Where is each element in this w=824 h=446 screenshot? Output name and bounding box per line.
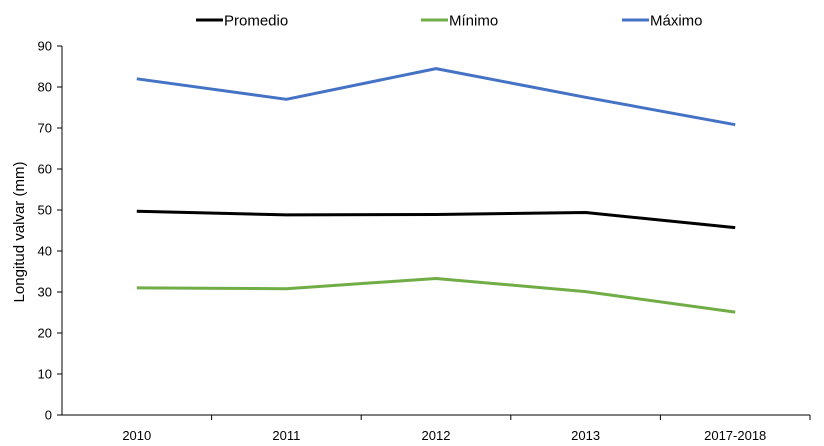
x-tick-label: 2013 xyxy=(571,428,600,443)
y-tick-label: 90 xyxy=(38,39,52,54)
y-tick-label: 50 xyxy=(38,203,52,218)
y-tick-label: 20 xyxy=(38,326,52,341)
x-tick-label: 2012 xyxy=(422,428,451,443)
x-tick-label: 2010 xyxy=(122,428,151,443)
series-line-maximo xyxy=(136,67,736,127)
legend: Promedio Mínimo Máximo xyxy=(196,13,703,30)
series-line-promedio xyxy=(136,209,736,230)
x-axis-ticks: 2010 2011 2012 2013 2017-2018 xyxy=(122,415,811,443)
y-tick-label: 0 xyxy=(45,408,52,423)
y-axis-ticks: 0 10 20 30 40 50 60 70 80 90 xyxy=(38,39,62,423)
y-tick-label: 60 xyxy=(38,162,52,177)
y-tick-label: 80 xyxy=(38,80,52,95)
y-axis-title: Longitud valvar (mm) xyxy=(11,162,28,303)
y-tick-label: 70 xyxy=(38,121,52,136)
series-lines xyxy=(136,67,736,314)
y-tick-label: 40 xyxy=(38,244,52,259)
legend-label-minimo: Mínimo xyxy=(449,13,498,30)
legend-label-maximo: Máximo xyxy=(650,13,703,30)
x-tick-label: 2017-2018 xyxy=(704,428,766,443)
y-tick-label: 10 xyxy=(38,367,52,382)
x-tick-label: 2011 xyxy=(272,428,300,443)
y-tick-label: 30 xyxy=(38,285,52,300)
series-line-minimo xyxy=(136,277,736,314)
legend-label-promedio: Promedio xyxy=(224,13,288,30)
